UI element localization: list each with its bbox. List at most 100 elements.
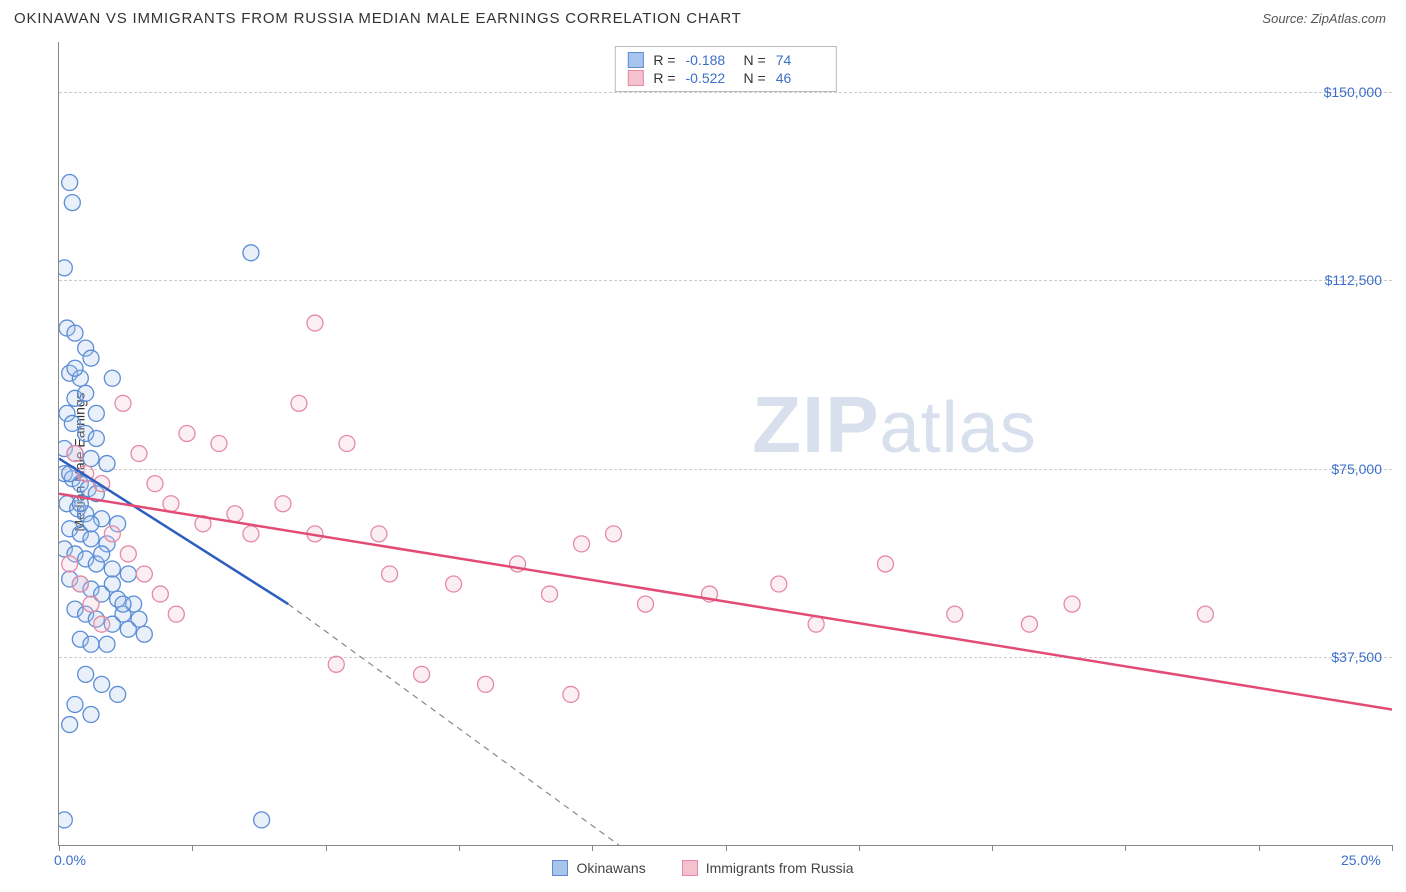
data-point [59, 260, 72, 276]
data-point [414, 666, 430, 682]
data-point [83, 596, 99, 612]
trend-line [59, 494, 1392, 710]
data-point [83, 531, 99, 547]
chart-title: OKINAWAN VS IMMIGRANTS FROM RUSSIA MEDIA… [14, 10, 742, 27]
r-label: R = [653, 70, 675, 86]
x-tick [1125, 845, 1126, 851]
x-axis-label: 0.0% [54, 852, 86, 868]
data-point [99, 636, 115, 652]
data-point [147, 476, 163, 492]
data-point [1021, 616, 1037, 632]
data-point [104, 526, 120, 542]
data-point [94, 676, 110, 692]
legend-label-russia: Immigrants from Russia [706, 860, 854, 876]
data-point [382, 566, 398, 582]
legend-label-okinawans: Okinawans [576, 860, 645, 876]
plot-area: ZIPatlas R = -0.188 N = 74 R = -0.522 N … [58, 42, 1392, 846]
data-point [131, 446, 147, 462]
data-point [1197, 606, 1213, 622]
data-point [78, 385, 94, 401]
data-point [947, 606, 963, 622]
data-point [307, 315, 323, 331]
x-tick [1259, 845, 1260, 851]
data-point [64, 415, 80, 431]
data-point [563, 686, 579, 702]
data-point [328, 656, 344, 672]
data-point [136, 566, 152, 582]
stats-row-russia: R = -0.522 N = 46 [627, 69, 823, 87]
data-point [771, 576, 787, 592]
data-point [104, 370, 120, 386]
data-point [120, 546, 136, 562]
source-label: Source: [1262, 11, 1307, 26]
r-value-russia: -0.522 [686, 70, 734, 86]
data-point [62, 556, 78, 572]
data-point [120, 566, 136, 582]
x-tick [459, 845, 460, 851]
n-value-okinawans: 74 [776, 52, 824, 68]
data-point [179, 425, 195, 441]
data-point [275, 496, 291, 512]
n-label: N = [744, 70, 766, 86]
data-point [94, 616, 110, 632]
data-point [110, 686, 126, 702]
data-point [542, 586, 558, 602]
data-point [877, 556, 893, 572]
x-tick [326, 845, 327, 851]
data-point [168, 606, 184, 622]
data-point [83, 451, 99, 467]
data-point [446, 576, 462, 592]
data-point [131, 611, 147, 627]
data-point [115, 395, 131, 411]
data-point [83, 707, 99, 723]
x-tick [59, 845, 60, 851]
source-attribution: Source: ZipAtlas.com [1262, 11, 1386, 26]
data-point [83, 350, 99, 366]
chart-container: Median Male Earnings ZIPatlas R = -0.188… [14, 42, 1392, 882]
data-point [64, 195, 80, 211]
x-tick [1392, 845, 1393, 851]
swatch-russia [627, 70, 643, 86]
data-point [88, 430, 104, 446]
legend-swatch-okinawans [552, 860, 568, 876]
chart-header: OKINAWAN VS IMMIGRANTS FROM RUSSIA MEDIA… [0, 0, 1406, 35]
trend-line-extrapolated [288, 604, 619, 845]
data-point [88, 405, 104, 421]
source-value: ZipAtlas.com [1311, 11, 1386, 26]
n-value-russia: 46 [776, 70, 824, 86]
data-point [104, 576, 120, 592]
data-point [808, 616, 824, 632]
data-point [254, 812, 270, 828]
data-point [606, 526, 622, 542]
plot-svg [59, 42, 1392, 845]
data-point [94, 546, 110, 562]
data-point [115, 596, 131, 612]
data-point [243, 245, 259, 261]
r-label: R = [653, 52, 675, 68]
data-point [83, 516, 99, 532]
data-point [1064, 596, 1080, 612]
x-tick [592, 845, 593, 851]
data-point [72, 576, 88, 592]
stats-row-okinawans: R = -0.188 N = 74 [627, 51, 823, 69]
data-point [67, 360, 83, 376]
data-point [59, 812, 72, 828]
legend-swatch-russia [682, 860, 698, 876]
data-point [638, 596, 654, 612]
data-point [478, 676, 494, 692]
swatch-okinawans [627, 52, 643, 68]
data-point [104, 561, 120, 577]
data-point [243, 526, 259, 542]
x-tick [992, 845, 993, 851]
data-point [78, 666, 94, 682]
data-point [227, 506, 243, 522]
x-tick [192, 845, 193, 851]
legend-bottom: Okinawans Immigrants from Russia [14, 860, 1392, 876]
x-tick [859, 845, 860, 851]
data-point [163, 496, 179, 512]
data-point [67, 325, 83, 341]
x-axis-label: 25.0% [1341, 852, 1381, 868]
x-tick [726, 845, 727, 851]
data-point [67, 446, 83, 462]
data-point [339, 436, 355, 452]
